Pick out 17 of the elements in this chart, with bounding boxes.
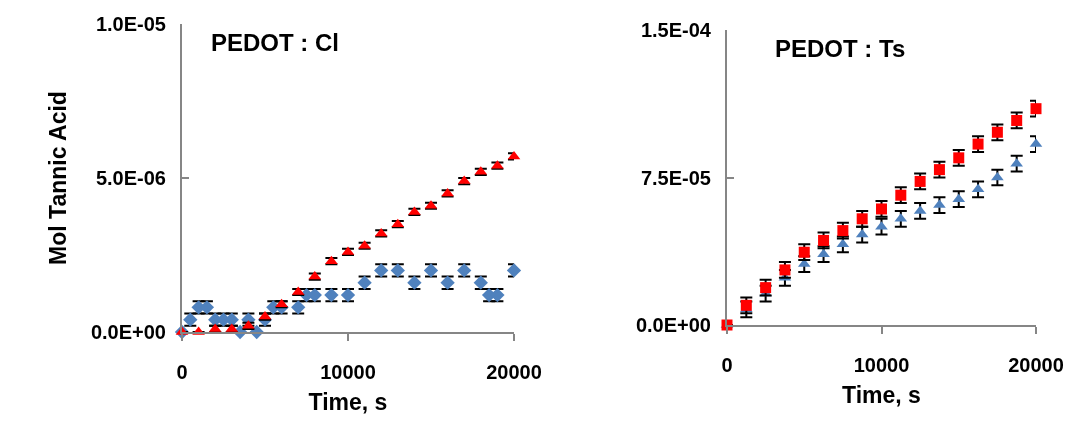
- y-tick-label: 0.0E+00: [635, 314, 711, 336]
- y-tick-label: 0.0E+00: [90, 321, 166, 343]
- x-axis-title: Time, s: [308, 389, 388, 416]
- x-tick-label: 10000: [853, 354, 910, 376]
- chart-title: PEDOT : Cl: [211, 29, 340, 56]
- x-tick-label: 20000: [486, 361, 542, 383]
- y-tick-label: 5.0E-06: [95, 167, 166, 189]
- x-tick-label: 0: [721, 354, 733, 376]
- x-tick-label: 10000: [320, 361, 376, 383]
- x-tick-label: 20000: [1008, 354, 1064, 376]
- x-axis-title: Time, s: [842, 382, 921, 409]
- y-tick-label: 7.5E-05: [640, 166, 711, 189]
- y-tick-label: 1.5E-04: [640, 19, 712, 41]
- chart-title: PEDOT : Ts: [775, 35, 906, 62]
- y-axis-title: Mol Tannic Acid: [44, 91, 71, 265]
- x-tick-label: 0: [176, 361, 188, 383]
- y-tick-label: 1.0E-05: [95, 13, 166, 35]
